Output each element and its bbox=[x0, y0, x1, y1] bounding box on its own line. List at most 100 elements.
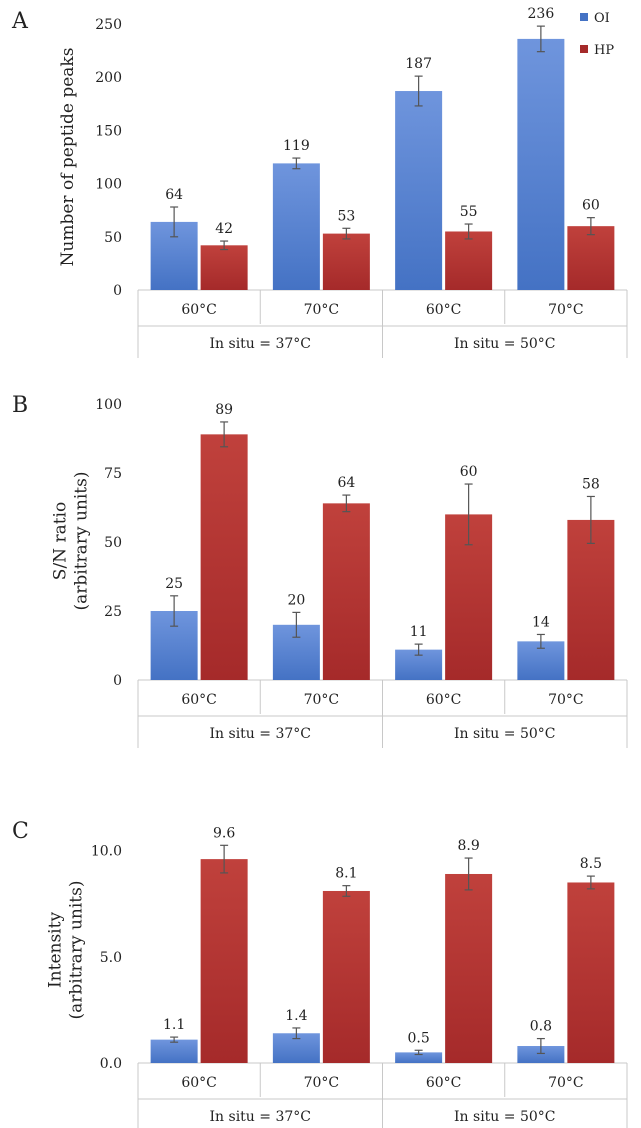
error-bar bbox=[464, 223, 473, 240]
error-bar bbox=[536, 1037, 545, 1055]
data-label: 60 bbox=[460, 464, 478, 480]
y-tick-label: 25 bbox=[104, 604, 122, 620]
error-bar bbox=[586, 217, 595, 236]
data-label: 11 bbox=[410, 624, 428, 640]
x-group-label: In situ = 37°C bbox=[210, 726, 311, 742]
error-bar bbox=[342, 227, 351, 240]
error-bar bbox=[342, 885, 351, 897]
bar-hp bbox=[200, 245, 248, 290]
error-bar bbox=[536, 633, 545, 649]
chart-panel-a: A Number of peptide peaks 0 50 100 150 200 250 6… bbox=[11, 6, 628, 358]
y-tick-label: 150 bbox=[95, 123, 122, 139]
panel-letter: B bbox=[12, 393, 28, 418]
bar-hp bbox=[200, 859, 248, 1063]
error-bar bbox=[220, 240, 229, 251]
y-tick-label: 200 bbox=[95, 70, 122, 86]
x-tick-label: 70°C bbox=[304, 302, 340, 318]
x-tick-label: 70°C bbox=[548, 302, 584, 318]
data-label: 0.5 bbox=[407, 1030, 429, 1046]
x-group-label: In situ = 50°C bbox=[454, 726, 555, 742]
chart-panel-c: C Intensity(arbitrary units) 0.0 5.0 10.0 60°… bbox=[12, 819, 628, 1128]
bar-oi bbox=[395, 1052, 443, 1063]
y-tick-label: 5.0 bbox=[100, 950, 122, 966]
bar-oi bbox=[517, 38, 565, 291]
error-bar bbox=[220, 844, 229, 874]
error-bar bbox=[170, 206, 179, 238]
y-tick-label: 10.0 bbox=[91, 844, 122, 860]
x-tick-label: 70°C bbox=[548, 1075, 584, 1091]
y-tick-label: 100 bbox=[95, 177, 122, 193]
data-label: 236 bbox=[528, 6, 555, 22]
data-label: 64 bbox=[337, 475, 355, 491]
y-axis-label: Number of peptide peaks bbox=[58, 48, 78, 267]
bar-oi bbox=[272, 163, 320, 290]
y-axis-label-line: (arbitrary units) bbox=[72, 472, 92, 611]
bar-hp bbox=[567, 519, 615, 680]
data-label: 119 bbox=[283, 138, 310, 154]
bar-oi bbox=[517, 1046, 565, 1063]
x-group-label: In situ = 50°C bbox=[454, 336, 555, 352]
y-axis-label-line: Number of peptide peaks bbox=[58, 48, 78, 267]
error-bar bbox=[292, 611, 301, 638]
y-tick-label: 100 bbox=[95, 397, 122, 413]
y-axis-label-line: (arbitrary units) bbox=[67, 881, 87, 1020]
bar-hp bbox=[322, 890, 370, 1063]
y-tick-label: 0 bbox=[113, 673, 122, 689]
y-tick-label: 50 bbox=[104, 535, 122, 551]
error-bar bbox=[586, 495, 595, 544]
y-axis-label: Intensity(arbitrary units) bbox=[45, 881, 86, 1020]
x-group-label: In situ = 37°C bbox=[210, 336, 311, 352]
panel-letter: C bbox=[12, 819, 29, 844]
bar-hp bbox=[322, 233, 370, 290]
error-bar bbox=[292, 157, 301, 170]
chart-panel-b: B S/N ratio(arbitrary units) 0 25 50 75 100 60°… bbox=[12, 393, 628, 748]
bar-oi bbox=[395, 91, 443, 290]
legend-label-hp: HP bbox=[594, 43, 614, 58]
data-label: 58 bbox=[582, 476, 600, 492]
x-tick-label: 60°C bbox=[426, 302, 462, 318]
data-label: 25 bbox=[165, 576, 183, 592]
y-axis-label: S/N ratio(arbitrary units) bbox=[50, 472, 91, 611]
y-tick-label: 0 bbox=[113, 283, 122, 299]
legend-swatch-oi bbox=[580, 13, 588, 21]
x-tick-label: 60°C bbox=[426, 1075, 462, 1091]
data-label: 53 bbox=[337, 208, 355, 224]
data-label: 55 bbox=[460, 204, 478, 220]
data-label: 60 bbox=[582, 198, 600, 214]
y-tick-label: 250 bbox=[95, 17, 122, 33]
x-tick-label: 60°C bbox=[426, 692, 462, 708]
data-label: 8.5 bbox=[580, 856, 602, 872]
data-label: 1.1 bbox=[163, 1017, 185, 1033]
data-label: 14 bbox=[532, 614, 550, 630]
error-bar bbox=[464, 483, 473, 546]
x-tick-label: 70°C bbox=[304, 692, 340, 708]
panel-letter: A bbox=[11, 9, 29, 34]
data-label: 42 bbox=[215, 221, 233, 237]
legend: OI HP bbox=[580, 11, 614, 58]
data-label: 0.8 bbox=[530, 1019, 552, 1035]
x-tick-label: 60°C bbox=[181, 302, 217, 318]
error-bar bbox=[536, 25, 545, 53]
error-bar bbox=[414, 1049, 423, 1056]
bar-hp bbox=[200, 434, 248, 680]
legend-swatch-hp bbox=[580, 45, 588, 53]
x-tick-label: 70°C bbox=[548, 692, 584, 708]
x-group-label: In situ = 37°C bbox=[210, 1109, 311, 1125]
bar-hp bbox=[445, 231, 493, 290]
error-bar bbox=[586, 875, 595, 890]
data-label: 20 bbox=[287, 592, 305, 608]
error-bar bbox=[342, 494, 351, 513]
y-tick-label: 75 bbox=[104, 466, 122, 482]
bar-hp bbox=[445, 873, 493, 1063]
data-label: 8.1 bbox=[335, 866, 357, 882]
data-label: 1.4 bbox=[285, 1008, 307, 1024]
error-bar bbox=[170, 1036, 179, 1043]
data-label: 64 bbox=[165, 187, 183, 203]
error-bar bbox=[414, 643, 423, 656]
error-bar bbox=[414, 75, 423, 107]
error-bar bbox=[464, 857, 473, 891]
data-label: 187 bbox=[405, 56, 432, 72]
data-label: 89 bbox=[215, 402, 233, 418]
